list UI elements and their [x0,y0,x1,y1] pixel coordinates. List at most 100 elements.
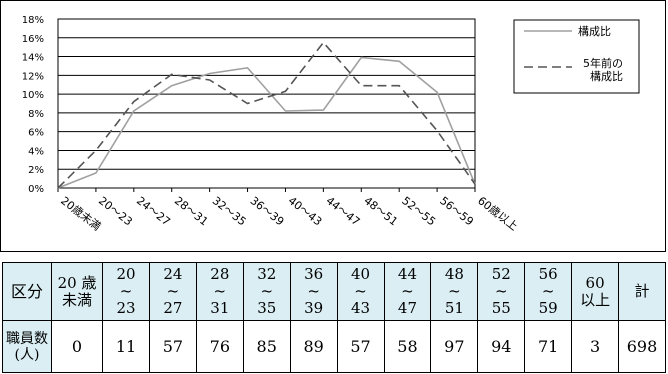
staff-count-cell: 57 [148,320,197,373]
series-line-prev-ratio [57,41,476,189]
x-tick-label: 32～35 [210,194,249,228]
header-text: 以上 [580,290,611,309]
x-tick-label: 20歳未満 [58,194,103,233]
table-row: 職員数 (人) 0 11 57 76 85 89 57 58 97 94 71 3 698 [2,320,666,373]
age-group-header-cell: 48 ~51 [430,262,479,321]
staff-count-cell: 11 [102,320,150,373]
age-group-header-cell: 32 ~35 [242,262,291,321]
x-tick-label: 48～51 [361,194,400,228]
x-tick-label: 44～47 [324,194,363,228]
plot-area [57,18,476,189]
header-text: 未満 [62,290,93,309]
staff-count-cell: 57 [336,320,385,373]
header-text: 計 [634,282,650,300]
legend-label-prev-ratio: 5年前の [583,56,623,70]
header-text: 56 [538,265,558,283]
y-tick-label: 8% [28,109,44,120]
age-group-header-cell: 44 ~47 [383,262,432,321]
age-group-header-cell: 60 以上 [571,262,620,321]
header-text: ~ [541,282,555,300]
y-tick-label: 4% [28,146,44,157]
y-tick-label: 2% [28,165,44,176]
header-text: 31 [210,299,230,317]
staff-count-table: 区分 20 歳未満 20 ~23 24 ~27 28 ~31 32 ~35 36 ~39 40 ~43 44… [2,262,666,373]
header-text: 51 [444,299,464,317]
data-point [57,187,59,189]
data-point [436,130,438,132]
data-point [95,149,97,151]
legend-label-prev-ratio-line2: 構成比 [590,70,623,83]
header-text: ~ [448,282,461,300]
x-tick-label: 52～55 [399,194,438,228]
x-tick-label: 60歳以上 [475,194,520,233]
header-label-cell: 区分 [2,262,52,321]
x-tick-label: 40～43 [286,194,325,228]
header-text: ~ [260,282,274,300]
staff-count-cell: 94 [477,320,526,373]
age-group-header-cell: 計 [618,262,666,321]
header-text: 20 [116,265,136,283]
header-text: 39 [304,299,324,317]
staff-count-cell: 89 [289,320,338,373]
header-text: ~ [119,282,133,300]
header-text: 44 [397,265,417,283]
data-point [246,67,248,69]
header-text: 60 [585,273,605,292]
header-text: 20 歳 [57,273,97,292]
y-tick-label: 16% [22,34,44,45]
header-text: ~ [354,282,367,300]
x-tick-label: 56～59 [437,194,476,228]
data-point [284,110,286,112]
age-group-header-cell: 20 ~23 [102,262,150,321]
staff-count-cell: 97 [430,320,479,373]
header-text: 40 [351,265,371,283]
staff-count-cell: 58 [383,320,432,373]
table-header-row: 区分 20 歳未満 20 ~23 24 ~27 28 ~31 32 ~35 36 ~39 40 ~43 44… [2,262,666,321]
series-line-ratio [57,56,476,189]
header-text: 47 [397,299,417,317]
header-text: 28 [210,265,230,283]
data-point [436,91,438,93]
header-text: 36 [304,265,324,283]
data-point [171,84,173,86]
header-text: ~ [166,282,180,300]
header-text: 55 [491,299,511,317]
header-text: 43 [351,299,371,317]
header-text: 27 [163,299,183,317]
data-point [474,183,476,185]
age-group-header-cell: 56 ~59 [524,262,573,321]
x-tick-label: 24～27 [134,194,173,228]
header-text: 32 [257,265,277,283]
y-tick-label: 14% [22,53,44,64]
age-group-header-cell: 24 ~27 [148,262,197,321]
data-point [322,109,324,111]
header-text: ~ [401,282,414,300]
data-point [284,90,286,92]
data-point [398,84,400,86]
data-point [133,100,135,102]
staff-count-cell: 76 [195,320,244,373]
data-point [246,102,248,104]
header-text: 48 [444,265,464,283]
age-group-header-cell: 36 ~39 [289,262,338,321]
header-text: ~ [213,282,227,300]
age-group-header-cell: 20 歳未満 [50,262,104,321]
y-tick-label: 12% [22,71,44,82]
age-group-header-cell: 40 ~43 [336,262,385,321]
legend-box [513,19,640,94]
data-point [171,73,173,75]
total-cell: 698 [618,320,666,373]
header-text: ~ [307,282,320,300]
age-group-header-cell: 28 ~31 [195,262,244,321]
data-point [360,56,362,58]
legend-label-ratio: 構成比 [578,25,611,38]
header-text: 59 [538,299,558,317]
header-text: 52 [491,265,511,283]
staff-count-cell: 0 [50,320,104,373]
row-label-text: (人) [14,346,40,363]
header-text: 23 [116,299,136,317]
data-point [208,79,210,81]
y-tick-label: 0% [28,184,44,195]
